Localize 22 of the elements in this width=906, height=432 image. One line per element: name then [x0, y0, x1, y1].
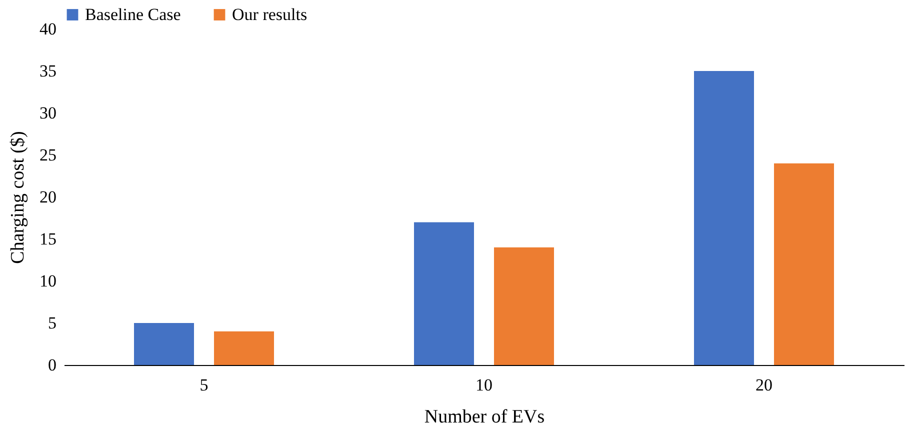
- y-tick-label: 25: [40, 146, 56, 164]
- legend-label: Our results: [232, 4, 308, 24]
- y-tick-label: 20: [40, 188, 56, 206]
- x-tick-label: 5: [200, 376, 208, 394]
- x-tick-label: 10: [476, 376, 492, 394]
- y-tick-label: 40: [40, 20, 56, 38]
- x-tick-label: 20: [756, 376, 772, 394]
- y-tick-label: 30: [40, 104, 56, 122]
- y-tick-label: 10: [40, 272, 56, 290]
- y-tick-label: 5: [48, 314, 56, 332]
- y-tick-label: 0: [48, 356, 56, 374]
- legend-label: Baseline Case: [85, 4, 181, 24]
- y-tick-label: 15: [40, 230, 56, 248]
- bar: [134, 323, 194, 365]
- bar: [494, 247, 554, 365]
- bar: [414, 222, 474, 365]
- y-axis-title: Charging cost ($): [8, 131, 28, 264]
- bar: [774, 163, 834, 365]
- x-axis-title: Number of EVs: [424, 406, 545, 428]
- y-tick-label: 35: [40, 62, 56, 80]
- bar: [214, 331, 274, 365]
- bar: [694, 71, 754, 365]
